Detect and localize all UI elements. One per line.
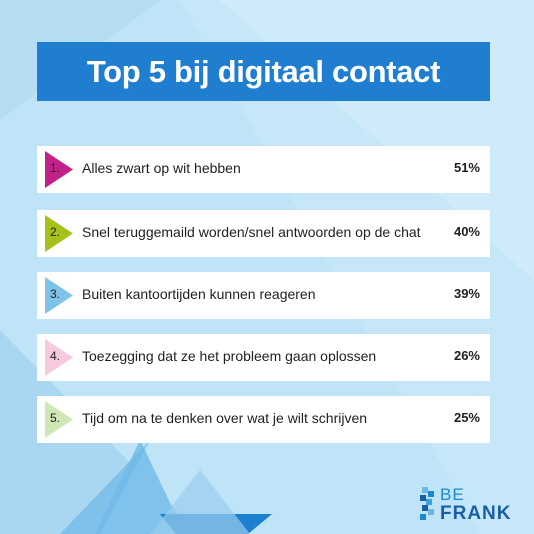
rank-triangle-icon [45, 401, 73, 438]
rank-label: Buiten kantoortijden kunnen reageren [82, 286, 316, 302]
rank-triangle-icon [45, 215, 73, 252]
rank-label: Toezegging dat ze het probleem gaan oplo… [82, 348, 377, 364]
rank-triangle-icon [45, 339, 73, 376]
befrank-logo: BE FRANK [420, 485, 512, 525]
rank-number: 2. [49, 225, 60, 239]
ranking-row: 4. Toezegging dat ze het probleem gaan op… [37, 334, 490, 381]
logo-blocks-icon [420, 487, 434, 520]
rank-percentage: 40% [453, 224, 480, 239]
rank-percentage: 39% [453, 286, 480, 301]
rank-label: Tijd om na te denken over wat je wilt sc… [82, 410, 368, 426]
rank-percentage: 26% [453, 348, 480, 363]
rank-triangle-icon [45, 151, 73, 188]
rank-percentage: 25% [453, 410, 480, 425]
rank-percentage: 51% [453, 160, 480, 175]
ranking-row: 3. Buiten kantoortijden kunnen reageren 39… [37, 272, 490, 319]
rank-number: 4. [49, 349, 60, 363]
rank-number: 3. [49, 287, 60, 301]
rank-label: Alles zwart op wit hebben [82, 160, 241, 176]
logo-line-2: FRANK [440, 503, 512, 524]
rank-label: Snel teruggemaild worden/snel antwoorden… [82, 224, 421, 240]
chart-title: Top 5 bij digitaal contact [86, 53, 441, 89]
rank-number: 1. [49, 161, 60, 175]
ranking-row: 5. Tijd om na te denken over wat je wilt … [37, 396, 490, 443]
logo-line-1: BE [440, 485, 465, 504]
title-bar: Top 5 bij digitaal contact [37, 42, 490, 101]
ranking-row: 2. Snel teruggemaild worden/snel antwoord… [37, 210, 490, 257]
ranking-row: 1. Alles zwart op wit hebben 51% [37, 146, 490, 193]
rank-number: 5. [49, 411, 60, 425]
rank-triangle-icon [45, 277, 73, 314]
